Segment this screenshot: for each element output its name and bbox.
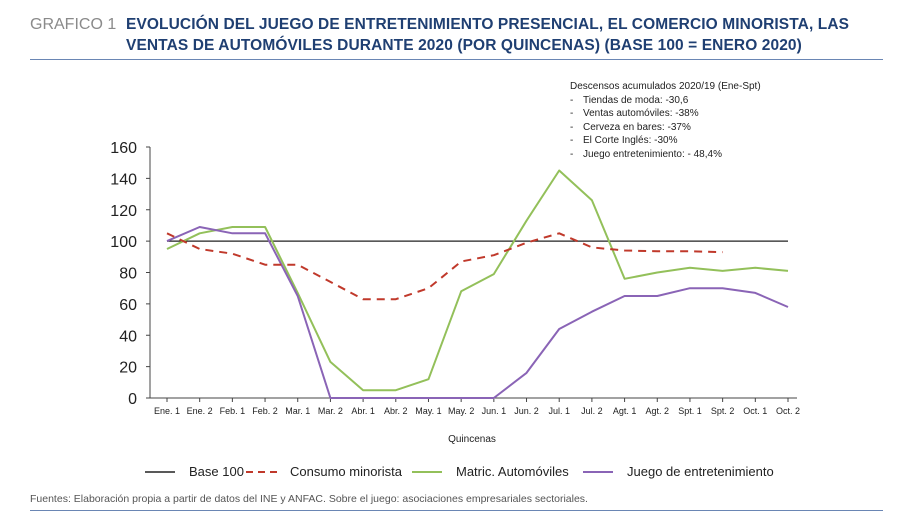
x-tick-label: Spt. 2	[711, 406, 735, 416]
annotation-item: - Ventas automóviles: -38%	[570, 108, 699, 120]
annotation-heading: Descensos acumulados 2020/19 (Ene-Spt)	[570, 81, 761, 92]
annotation-item: - Cerveza en bares: -37%	[570, 121, 691, 133]
legend-swatch	[412, 470, 442, 473]
series-line-matric-automoviles	[166, 169, 789, 392]
x-tick-label: Abr. 2	[384, 406, 408, 416]
x-tick-label: Jun. 1	[482, 406, 507, 416]
header-divider	[30, 59, 883, 60]
y-tick-label: 160	[110, 140, 137, 157]
x-tick-label: Feb. 1	[220, 406, 246, 416]
series-line-juego-de-entretenimiento	[166, 226, 789, 399]
y-tick-label: 80	[119, 266, 137, 283]
x-tick-label: Oct. 2	[776, 406, 800, 416]
chart-title: EVOLUCIÓN DEL JUEGO DE ENTRETENIMIENTO P…	[126, 16, 850, 54]
y-tick-label: 140	[110, 171, 137, 188]
y-tick-label: 60	[119, 297, 137, 314]
legend-swatch	[246, 470, 278, 473]
x-tick-label: Oct. 1	[743, 406, 767, 416]
x-tick-label: Spt. 1	[678, 406, 702, 416]
y-tick-label: 20	[119, 360, 137, 377]
legend-label: Matric. Automóviles	[456, 464, 569, 479]
x-tick-label: Jul. 1	[548, 406, 570, 416]
x-tick-label: Abr. 1	[351, 406, 375, 416]
series-line-consumo-minorista	[166, 232, 723, 301]
legend-item-base100: Base 100	[145, 464, 244, 479]
legend-label: Consumo minorista	[290, 464, 402, 479]
legend-swatch	[145, 470, 175, 473]
annotation-item: - Tiendas de moda: -30,6	[570, 94, 689, 106]
x-tick-label: Jun. 2	[514, 406, 539, 416]
x-tick-label: May. 2	[448, 406, 474, 416]
y-tick-label: 0	[128, 391, 137, 408]
legend-item-automoviles: Matric. Automóviles	[412, 464, 569, 479]
x-tick-label: Mar. 1	[285, 406, 310, 416]
x-tick-label: Jul. 2	[581, 406, 603, 416]
legend-item-consumo: Consumo minorista	[246, 464, 402, 479]
x-tick-label: Ene. 2	[187, 406, 213, 416]
y-tick-label: 120	[110, 203, 137, 220]
x-tick-label: Mar. 2	[318, 406, 343, 416]
annotation-item: - El Corte Inglés: -30%	[570, 135, 678, 147]
legend-label: Base 100	[189, 464, 244, 479]
x-axis-title: Quincenas	[448, 434, 496, 445]
footer-divider	[30, 510, 883, 511]
x-tick-label: Feb. 2	[252, 406, 278, 416]
source-note: Fuentes: Elaboración propia a partir de …	[30, 493, 588, 505]
y-tick-label: 100	[110, 234, 137, 251]
annotation-item: - Juego entretenimiento: - 48,4%	[570, 148, 722, 160]
annotation-box: Descensos acumulados 2020/19 (Ene-Spt) -…	[570, 80, 761, 162]
x-tick-label: May. 1	[415, 406, 441, 416]
legend-label: Juego de entretenimiento	[627, 464, 774, 479]
x-tick-label: Ene. 1	[154, 406, 180, 416]
y-tick-label: 40	[119, 328, 137, 345]
x-tick-label: Agt. 2	[646, 406, 670, 416]
figure-label: GRAFICO 1	[30, 16, 117, 33]
legend-item-juego: Juego de entretenimiento	[583, 464, 774, 479]
x-tick-label: Agt. 1	[613, 406, 637, 416]
legend-swatch	[583, 470, 613, 473]
